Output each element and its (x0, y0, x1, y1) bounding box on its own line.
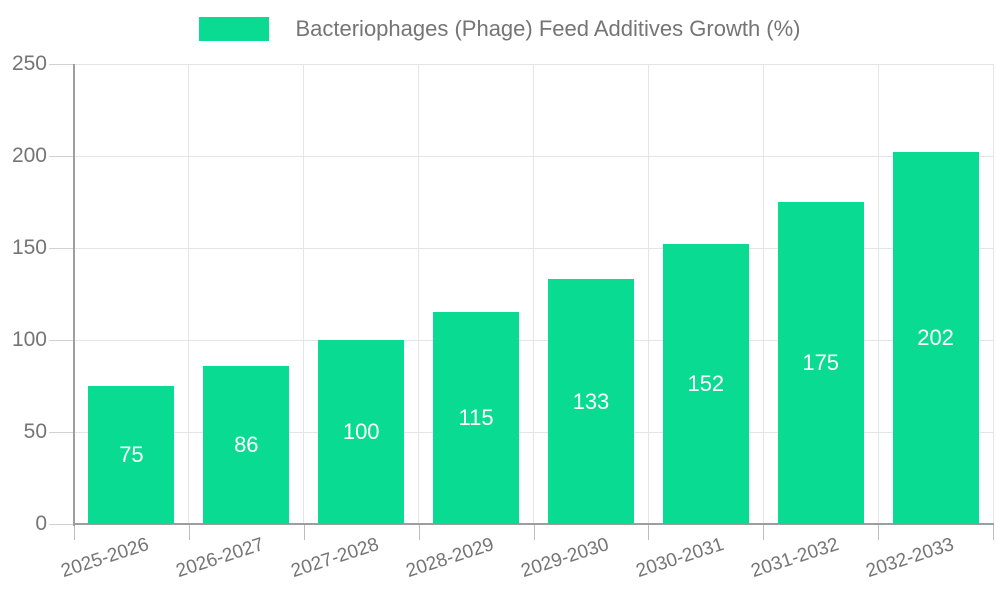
y-axis-line (73, 64, 75, 526)
x-axis-tick (74, 524, 75, 540)
x-gridline (647, 64, 649, 524)
x-gridline (188, 64, 190, 524)
x-gridline (303, 64, 305, 524)
y-axis-tick-label: 200 (11, 144, 47, 167)
x-axis-tick (763, 524, 765, 540)
bar-2026-2027[interactable] (203, 365, 290, 524)
x-axis-tick (878, 524, 880, 540)
legend-item[interactable]: Bacteriophages (Phage) Feed Additives Gr… (0, 16, 1000, 42)
y-axis-tick-label: 250 (11, 52, 47, 75)
y-axis-tick-label: 0 (35, 512, 47, 535)
x-axis-category-label: 2032-2033 (863, 534, 957, 583)
y-axis-tick (49, 432, 74, 433)
x-axis-category-label: 2027-2028 (288, 534, 382, 583)
y-axis-tick-label: 100 (11, 328, 47, 351)
bar-2030-2031[interactable] (662, 244, 749, 524)
x-gridline (533, 64, 534, 524)
bar-2025-2026[interactable] (88, 386, 175, 524)
x-axis-tick (533, 524, 535, 540)
x-axis-tick (303, 524, 305, 540)
bar-2027-2028[interactable] (318, 340, 405, 524)
y-axis-tick (49, 64, 74, 65)
x-axis-tick (188, 524, 190, 540)
x-axis-category-label: 2030-2031 (633, 534, 727, 583)
legend-swatch (199, 17, 270, 41)
x-axis-tick (418, 524, 420, 540)
y-axis-tick-label: 50 (23, 420, 47, 443)
y-axis-tick (49, 156, 74, 157)
bar-2029-2030[interactable] (547, 279, 634, 524)
x-axis-tick (993, 524, 994, 540)
x-axis-line (73, 523, 994, 525)
x-gridline (992, 64, 994, 524)
bar-2032-2033[interactable] (892, 152, 979, 524)
bar-2028-2029[interactable] (433, 312, 520, 524)
y-axis-tick (49, 248, 74, 249)
x-gridline (877, 64, 879, 524)
x-gridline (418, 64, 420, 524)
y-axis-tick (49, 524, 74, 525)
x-axis-category-label: 2029-2030 (518, 534, 612, 583)
x-axis-category-label: 2028-2029 (403, 534, 497, 583)
x-gridline (762, 64, 764, 524)
x-axis-category-label: 2026-2027 (173, 534, 267, 583)
legend-label: Bacteriophages (Phage) Feed Additives Gr… (295, 16, 801, 41)
x-axis-category-label: 2025-2026 (59, 534, 152, 583)
bar-2031-2032[interactable] (777, 202, 864, 524)
x-axis-tick (648, 524, 650, 540)
x-axis-category-label: 2031-2032 (748, 534, 842, 583)
y-axis-tick (49, 340, 74, 341)
y-axis-tick-label: 150 (11, 236, 47, 259)
